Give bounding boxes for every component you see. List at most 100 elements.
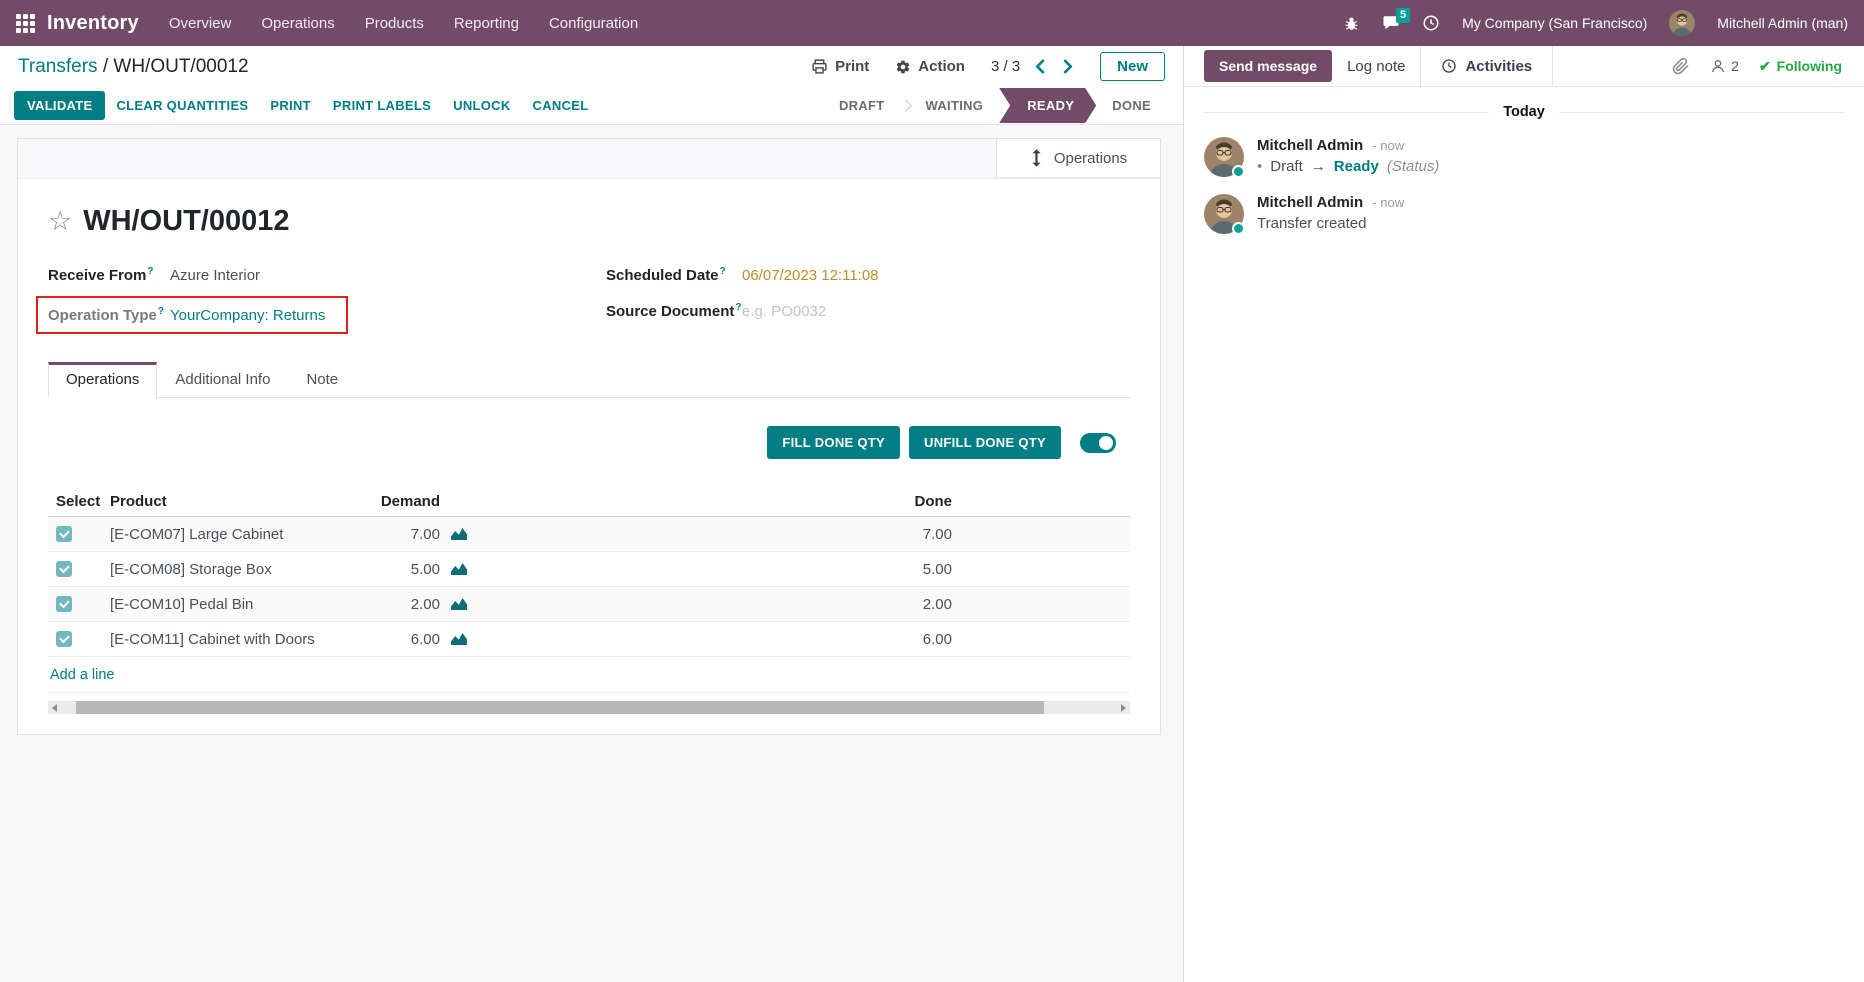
row-select-checkbox[interactable] [56, 631, 72, 647]
row-select-checkbox[interactable] [56, 526, 72, 542]
followers-count: 2 [1731, 58, 1739, 74]
debug-bug-icon[interactable] [1342, 14, 1360, 32]
scroll-right-arrow-icon[interactable] [1121, 703, 1126, 712]
messages-icon[interactable]: 5 [1382, 8, 1411, 32]
action-menu-button[interactable]: Action [895, 58, 965, 75]
unlock-button[interactable]: UNLOCK [442, 91, 521, 120]
main-menu: Overview Operations Products Reporting C… [169, 15, 638, 32]
table-row[interactable]: [E-COM07] Large Cabinet 7.00 7.00 [48, 517, 1130, 552]
apps-grid-icon[interactable] [16, 13, 35, 33]
scheduled-date-value[interactable]: 06/07/2023 12:11:08 [742, 266, 879, 284]
breadcrumb-transfers[interactable]: Transfers [18, 55, 98, 77]
clear-quantities-button[interactable]: CLEAR QUANTITIES [105, 91, 259, 120]
operations-stat-button[interactable]: Operations [996, 139, 1160, 178]
activities-button[interactable]: Activities [1421, 58, 1552, 75]
top-navbar: Inventory Overview Operations Products R… [0, 0, 1864, 46]
stage-draft[interactable]: DRAFT [838, 98, 885, 113]
column-product[interactable]: Product [110, 493, 167, 510]
tracking-new-value: Ready [1333, 158, 1379, 175]
receive-from-value[interactable]: Azure Interior [170, 266, 261, 284]
menu-products[interactable]: Products [364, 14, 424, 32]
message-author[interactable]: Mitchell Admin [1257, 194, 1364, 211]
message-avatar[interactable] [1204, 194, 1245, 235]
cancel-button[interactable]: CANCEL [522, 91, 600, 120]
done-cell[interactable]: 5.00 [922, 560, 952, 578]
operation-type-value[interactable]: YourCompany: Returns [170, 306, 326, 324]
stage-waiting[interactable]: WAITING [925, 98, 984, 113]
following-button[interactable]: ✔ Following [1758, 57, 1842, 75]
pager-next-icon[interactable] [1061, 59, 1074, 74]
validate-button[interactable]: VALIDATE [14, 91, 106, 120]
product-cell[interactable]: [E-COM10] Pedal Bin [110, 595, 254, 613]
stage-ready[interactable]: READY [999, 88, 1096, 123]
print-menu-button[interactable]: Print [811, 58, 869, 75]
add-a-line-link[interactable]: Add a line [50, 666, 115, 683]
log-note-button[interactable]: Log note [1332, 50, 1420, 83]
table-row[interactable]: [E-COM11] Cabinet with Doors 6.00 6.00 [48, 622, 1130, 657]
company-switcher[interactable]: My Company (San Francisco) [1462, 15, 1648, 31]
tab-note[interactable]: Note [306, 371, 339, 388]
forecast-chart-icon[interactable] [440, 562, 496, 576]
forecast-chart-icon[interactable] [440, 597, 496, 611]
message-author[interactable]: Mitchell Admin [1257, 137, 1364, 154]
tab-operations[interactable]: Operations [48, 362, 158, 398]
menu-operations[interactable]: Operations [261, 14, 335, 32]
done-cell[interactable]: 2.00 [922, 595, 952, 613]
new-button[interactable]: New [1100, 52, 1165, 81]
scheduled-date-label: Scheduled Date? [606, 266, 726, 284]
forecast-chart-icon[interactable] [440, 527, 496, 541]
message-body: Transfer created [1257, 215, 1367, 232]
detailed-operations-toggle[interactable] [1080, 432, 1116, 453]
gear-icon [897, 60, 910, 73]
table-header-row: Select Product Demand Done [48, 487, 1130, 517]
source-document-field: Source Document? [606, 296, 1130, 326]
followers-button[interactable]: 2 [1710, 58, 1739, 74]
product-cell[interactable]: [E-COM08] Storage Box [110, 560, 272, 578]
paperclip-icon[interactable] [1672, 57, 1690, 75]
product-cell[interactable]: [E-COM11] Cabinet with Doors [110, 630, 315, 648]
message-avatar[interactable] [1204, 137, 1245, 178]
user-menu[interactable]: Mitchell Admin (man) [1717, 15, 1848, 31]
online-presence-dot [1232, 222, 1245, 235]
demand-cell[interactable]: 6.00 [410, 630, 440, 648]
stage-done[interactable]: DONE [1112, 98, 1151, 113]
scrollbar-thumb[interactable] [76, 701, 1044, 714]
user-avatar[interactable] [1669, 10, 1696, 36]
column-select[interactable]: Select [56, 493, 101, 510]
print-labels-button[interactable]: PRINT LABELS [322, 91, 442, 120]
menu-overview[interactable]: Overview [168, 14, 232, 32]
pager-previous-icon[interactable] [1034, 59, 1047, 74]
receive-from-field: Receive From? Azure Interior [48, 260, 606, 290]
favorite-star-icon[interactable]: ☆ [48, 206, 73, 236]
menu-configuration[interactable]: Configuration [548, 14, 639, 32]
fill-done-qty-button[interactable]: FILL DONE QTY [767, 426, 901, 459]
column-demand[interactable]: Demand [380, 493, 440, 510]
app-name[interactable]: Inventory [47, 11, 139, 34]
table-row[interactable]: [E-COM08] Storage Box 5.00 5.00 [48, 552, 1130, 587]
tab-additional-info[interactable]: Additional Info [175, 371, 271, 388]
menu-reporting[interactable]: Reporting [453, 14, 519, 32]
table-row[interactable]: [E-COM10] Pedal Bin 2.00 2.00 [48, 587, 1130, 622]
online-presence-dot [1232, 165, 1245, 178]
unfill-done-qty-button[interactable]: UNFILL DONE QTY [909, 426, 1061, 459]
horizontal-scrollbar[interactable] [48, 701, 1130, 714]
stage-indicator: DRAFT WAITING READY DONE [825, 87, 1169, 124]
product-cell[interactable]: [E-COM07] Large Cabinet [110, 525, 284, 543]
notebook-tabs: Operations Additional Info Note [48, 362, 1130, 398]
demand-cell[interactable]: 5.00 [410, 560, 440, 578]
activities-clock-icon[interactable] [1422, 14, 1440, 32]
scroll-left-arrow-icon[interactable] [52, 703, 57, 712]
demand-cell[interactable]: 2.00 [410, 595, 440, 613]
column-done[interactable]: Done [914, 493, 953, 510]
forecast-chart-icon[interactable] [440, 632, 496, 646]
row-select-checkbox[interactable] [56, 561, 72, 577]
breadcrumb-current: / WH/OUT/00012 [97, 55, 249, 77]
source-document-input[interactable] [742, 302, 962, 320]
chatter-message: Mitchell Admin - now • Draft → Ready (St… [1184, 132, 1864, 189]
print-button[interactable]: PRINT [259, 91, 322, 120]
done-cell[interactable]: 7.00 [922, 525, 952, 543]
row-select-checkbox[interactable] [56, 596, 72, 612]
demand-cell[interactable]: 7.00 [410, 525, 440, 543]
send-message-button[interactable]: Send message [1204, 50, 1333, 82]
done-cell[interactable]: 6.00 [922, 630, 952, 648]
